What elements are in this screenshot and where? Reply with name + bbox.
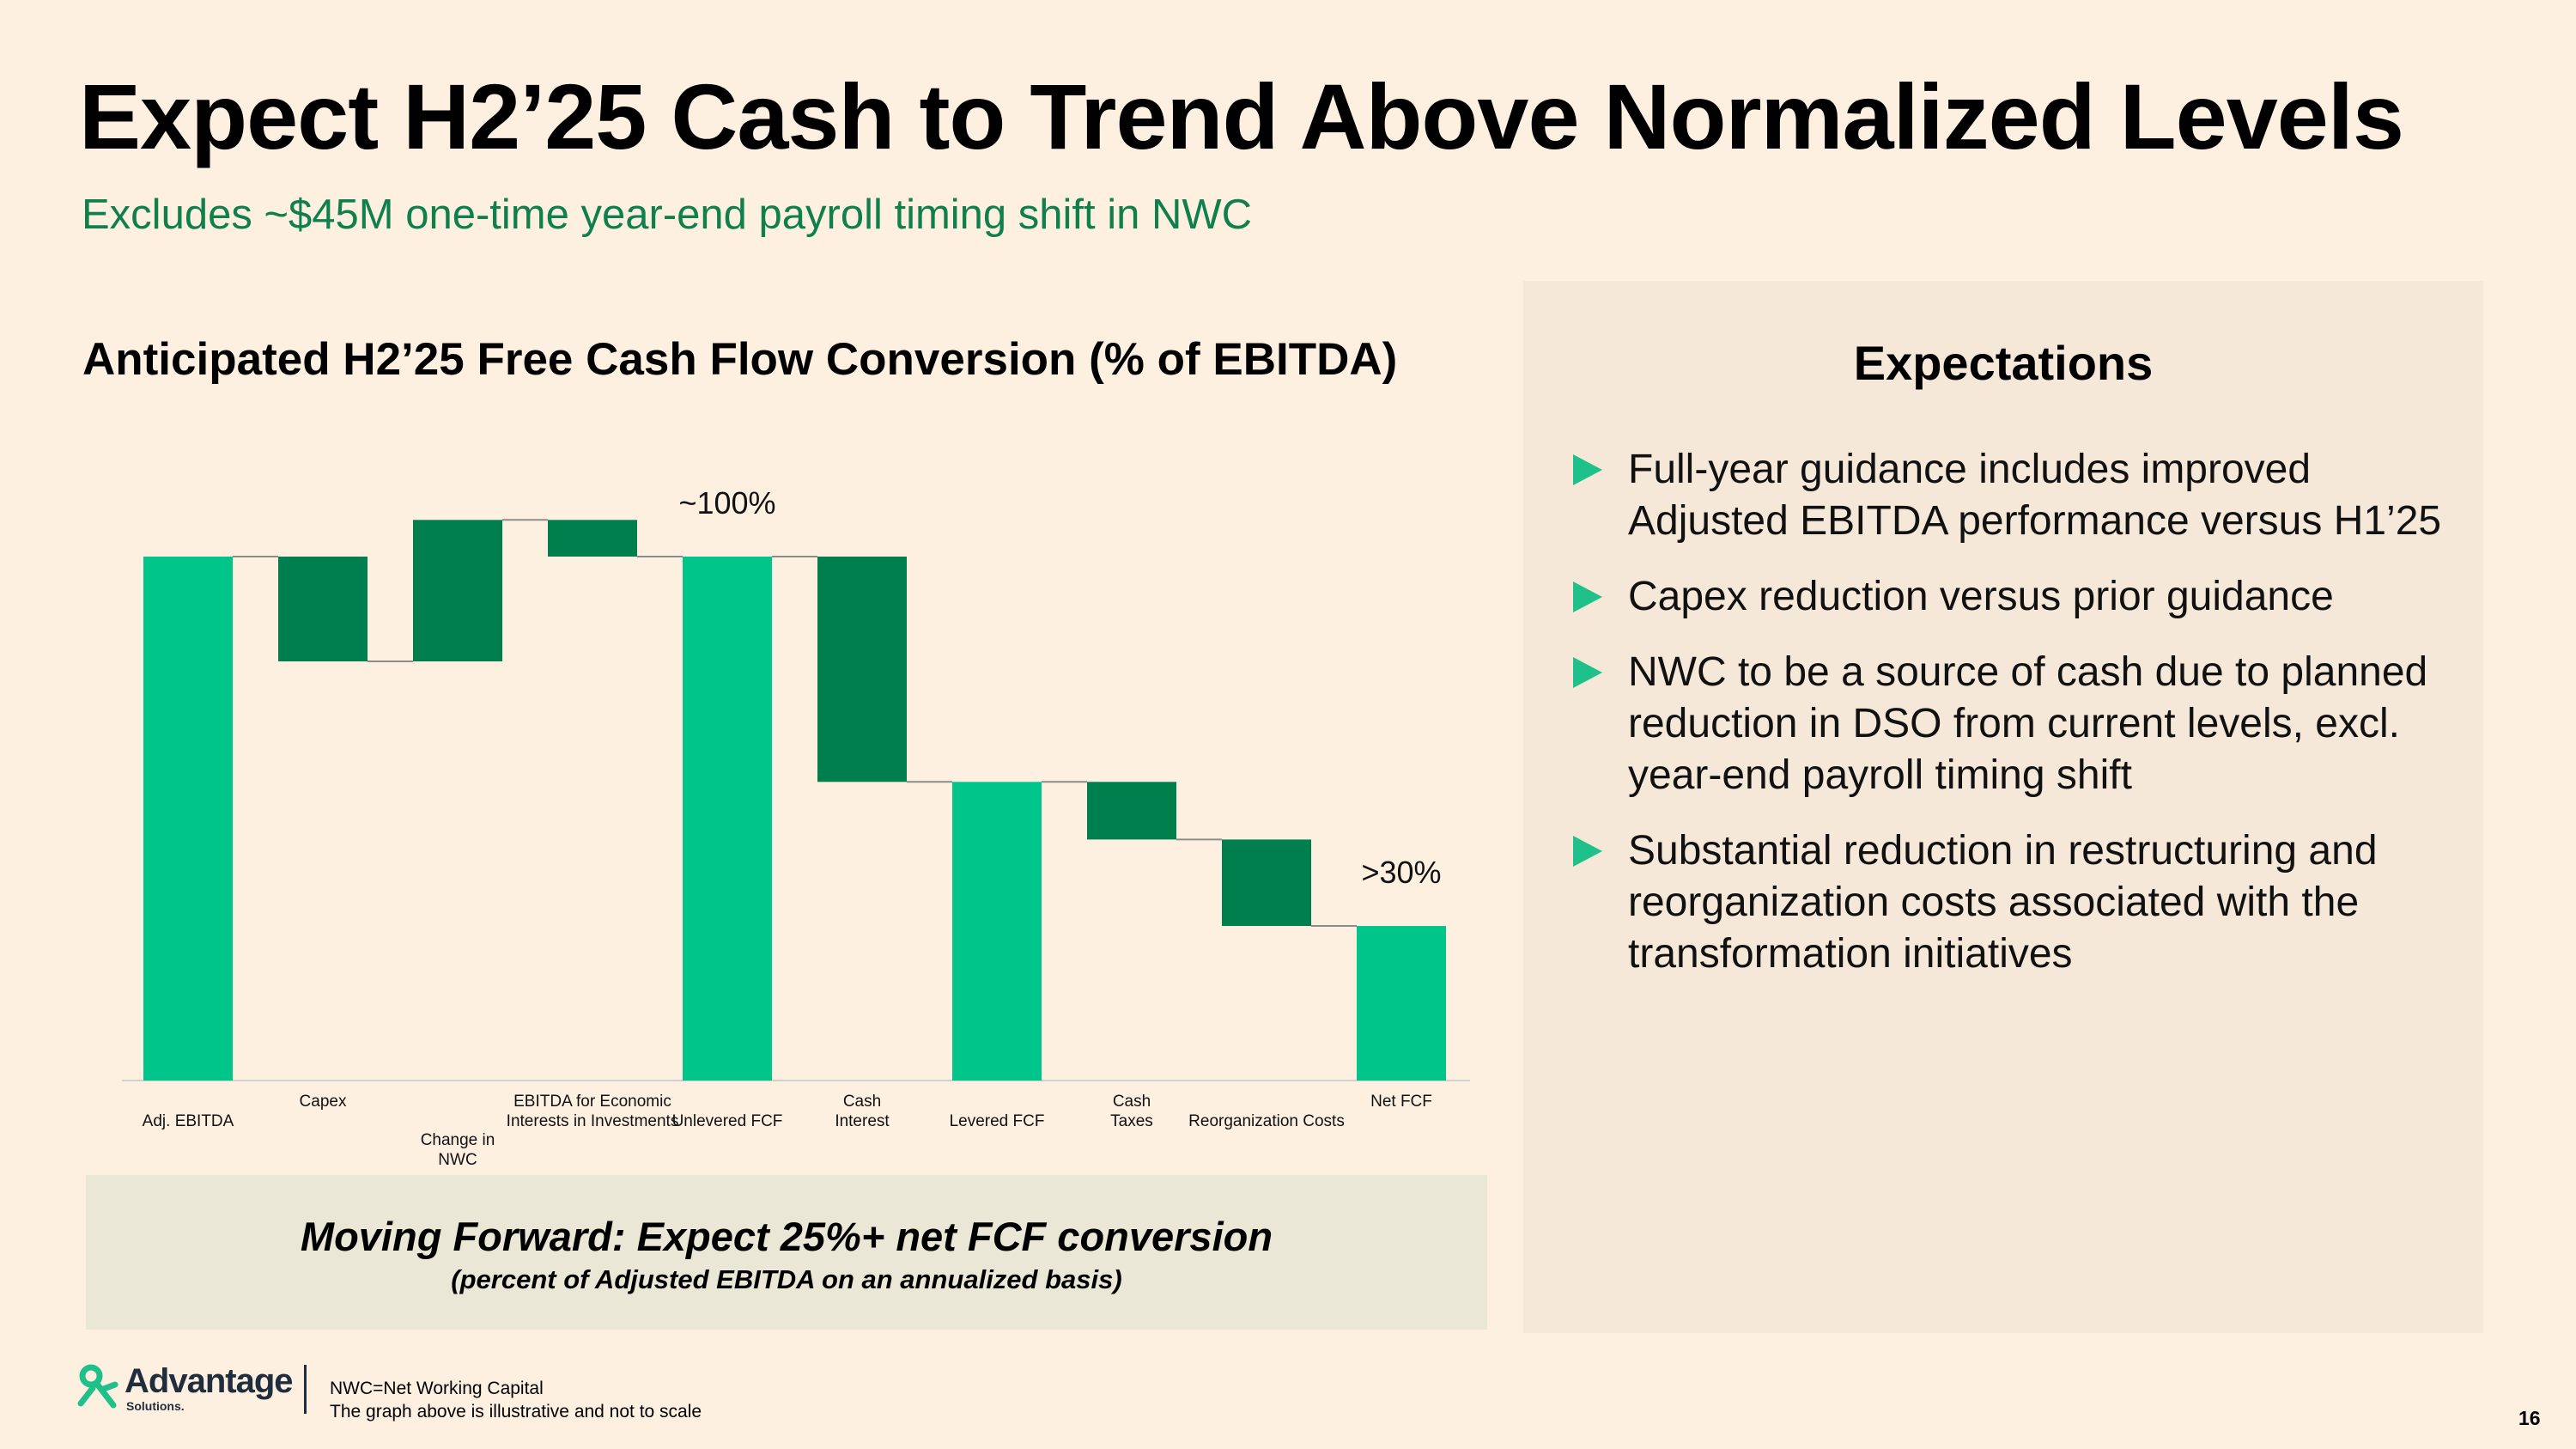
category-label: Capex <box>300 1093 347 1111</box>
category-label: Change in NWC <box>421 1131 495 1169</box>
waterfall-bar <box>548 520 637 557</box>
slide-subtitle: Excludes ~$45M one-time year-end payroll… <box>82 192 1253 238</box>
play-arrow-icon <box>1573 581 1602 612</box>
expectation-text: NWC to be a source of cash due to planne… <box>1628 649 2428 798</box>
waterfall-bar <box>952 782 1042 1081</box>
category-label: Cash Taxes <box>1110 1093 1153 1130</box>
footer-divider <box>304 1365 307 1414</box>
play-arrow-icon <box>1573 836 1602 867</box>
expectation-item: Full-year guidance includes improved Adj… <box>1573 444 2466 547</box>
footnote-illustrative: The graph above is illustrative and not … <box>330 1402 702 1422</box>
category-label: Adj. EBITDA <box>143 1112 234 1130</box>
logo-subtext: Solutions. <box>126 1399 185 1413</box>
moving-forward-box: Moving Forward: Expect 25%+ net FCF conv… <box>86 1175 1487 1330</box>
category-label: Cash Interest <box>835 1093 890 1130</box>
expectations-title: Expectations <box>1853 336 2154 390</box>
category-label: Levered FCF <box>950 1112 1045 1130</box>
chart-title: Anticipated H2’25 Free Cash Flow Convers… <box>82 334 1398 385</box>
waterfall-bar <box>1087 782 1176 840</box>
footnote-nwc: NWC=Net Working Capital <box>330 1379 544 1398</box>
expectation-item: NWC to be a source of cash due to planne… <box>1573 647 2466 801</box>
play-arrow-icon <box>1573 657 1602 688</box>
waterfall-bar <box>683 557 772 1081</box>
waterfall-chart: Adj. EBITDA Capex Change in NWC EBITDA for E… <box>122 485 1470 1169</box>
slide-title: Expect H2’25 Cash to Trend Above Normali… <box>79 64 2404 168</box>
category-label: Unlevered FCF <box>672 1112 783 1130</box>
page-number: 16 <box>2518 1407 2541 1429</box>
play-arrow-icon <box>1573 454 1602 485</box>
category-label: Reorganization Costs <box>1188 1112 1345 1130</box>
expectation-item: Substantial reduction in restructuring a… <box>1573 825 2466 980</box>
waterfall-bar <box>413 520 502 661</box>
expectation-item: Capex reduction versus prior guidance <box>1573 571 2466 623</box>
logo-wordmark: Advantage <box>125 1362 293 1400</box>
data-annotation: >30% <box>1361 855 1441 890</box>
waterfall-bar <box>817 557 907 782</box>
waterfall-bar <box>143 557 233 1081</box>
expectation-text: Capex reduction versus prior guidance <box>1628 574 2334 619</box>
waterfall-bar <box>1222 839 1311 927</box>
data-annotation: ~100% <box>678 485 775 521</box>
expectation-text: Substantial reduction in restructuring a… <box>1628 828 2378 977</box>
category-label: Net FCF <box>1370 1093 1432 1111</box>
expectations-panel: Expectations Full-year guidance includes… <box>1523 281 2483 1333</box>
advantage-logo-icon <box>77 1364 118 1409</box>
category-label: EBITDA for Economic Interests in Investme… <box>507 1093 679 1130</box>
expectations-list: Full-year guidance includes improved Adj… <box>1573 444 2466 1004</box>
waterfall-bar <box>1357 926 1446 1081</box>
moving-forward-note: (percent of Adjusted EBITDA on an annual… <box>451 1264 1122 1294</box>
moving-forward-headline: Moving Forward: Expect 25%+ net FCF conv… <box>300 1214 1273 1259</box>
expectation-text: Full-year guidance includes improved Adj… <box>1628 447 2442 544</box>
waterfall-bar <box>278 557 368 661</box>
